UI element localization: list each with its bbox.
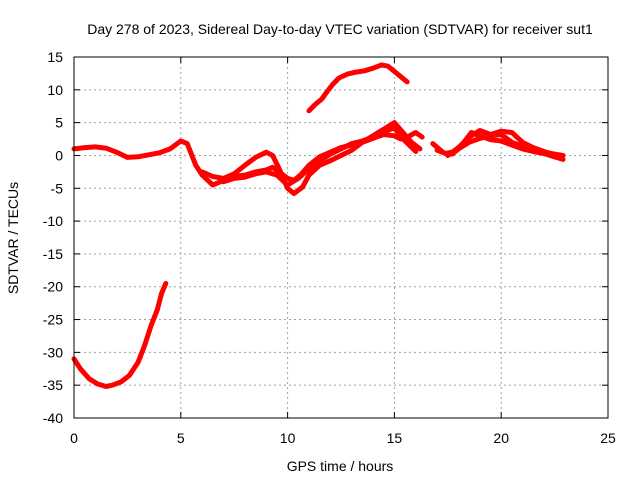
- axis-ticks: [73, 56, 609, 419]
- y-tick-label: -40: [43, 410, 63, 426]
- y-axis-label: SDTVAR / TECUs: [5, 182, 21, 294]
- series-line-main-band-c: [221, 125, 419, 188]
- x-tick-labels: 0 5 10 15 20 25: [70, 430, 616, 446]
- series-line-arc-low-morning: [71, 280, 169, 389]
- chart-title: Day 278 of 2023, Sidereal Day-to-day VTE…: [87, 21, 593, 37]
- y-tick-label: 15: [47, 49, 63, 65]
- grid: [74, 57, 608, 418]
- x-tick-label: 15: [387, 430, 403, 446]
- series-line-arc-high-midday: [306, 62, 410, 114]
- y-tick-label: -25: [43, 312, 63, 328]
- y-tick-labels: 15 10 5 0 -5 -10 -15 -20 -25 -30 -35 -40: [43, 49, 63, 426]
- series-line-main-band-b: [199, 120, 423, 196]
- y-tick-label: -20: [43, 279, 63, 295]
- x-tick-label: 0: [70, 430, 78, 446]
- x-axis-label: GPS time / hours: [287, 458, 394, 474]
- x-tick-label: 20: [493, 430, 509, 446]
- x-tick-label: 10: [280, 430, 296, 446]
- series-group: [71, 62, 566, 389]
- series-line-late-band-c: [445, 128, 558, 158]
- y-tick-label: -15: [43, 246, 63, 262]
- y-tick-label: 0: [55, 147, 63, 163]
- x-tick-label: 25: [600, 430, 616, 446]
- y-tick-label: 5: [55, 115, 63, 131]
- x-tick-label: 5: [177, 430, 185, 446]
- y-tick-label: -10: [43, 213, 63, 229]
- y-tick-label: -5: [51, 180, 64, 196]
- y-tick-label: 10: [47, 82, 63, 98]
- y-tick-label: -30: [43, 344, 63, 360]
- y-tick-label: -35: [43, 377, 63, 393]
- plot-frame: [73, 56, 609, 419]
